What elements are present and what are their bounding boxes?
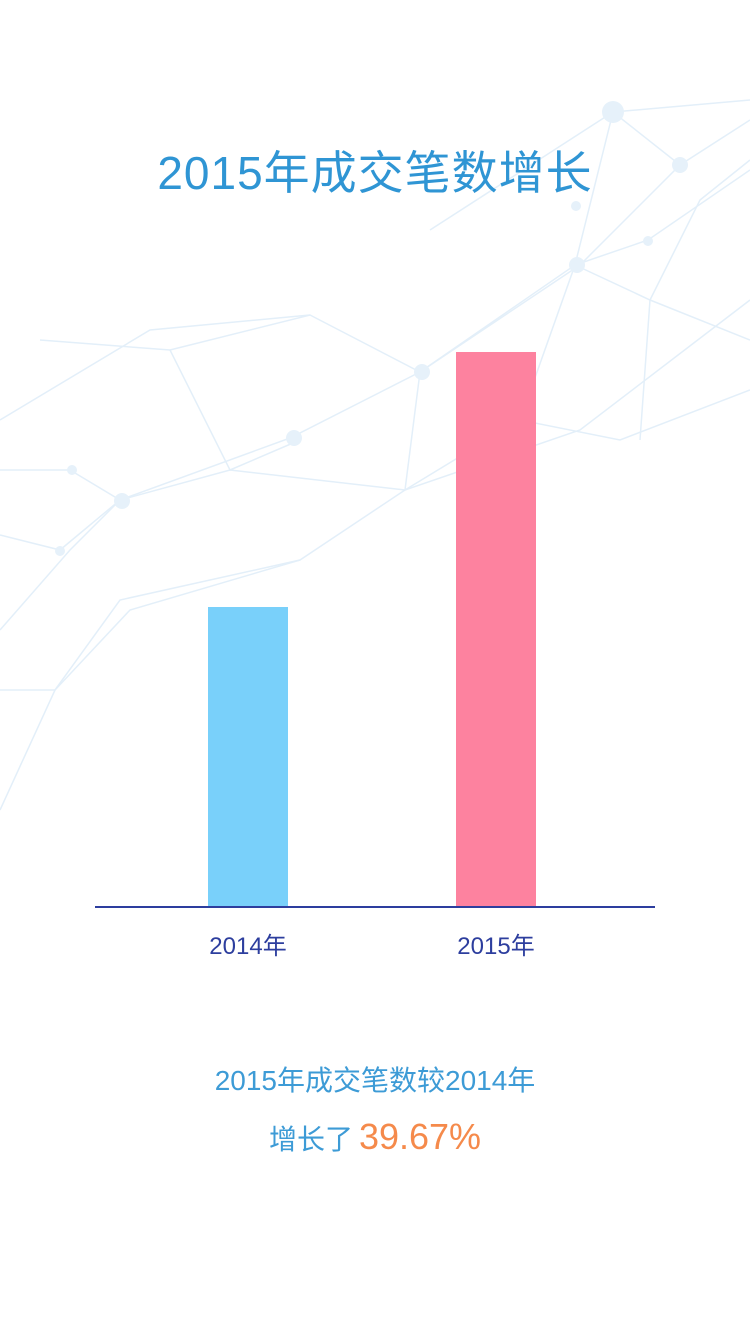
- summary-text: 2015年成交笔数较2014年: [214, 1065, 536, 1096]
- bar-chart: 2014年 2015年: [95, 352, 655, 960]
- bar-2015年: [456, 352, 536, 907]
- x-tick-label: 2014年: [209, 933, 286, 960]
- x-tick-label: 2015年: [457, 933, 534, 960]
- page-title: 2015年成交笔数增长: [157, 147, 593, 199]
- growth-percentage: 39.67%: [358, 1116, 482, 1157]
- summary-growth-prefix: 增长了: [268, 1124, 353, 1155]
- bar-2014年: [208, 607, 288, 907]
- summary-growth-line: 增长了 39.67%: [0, 1112, 750, 1165]
